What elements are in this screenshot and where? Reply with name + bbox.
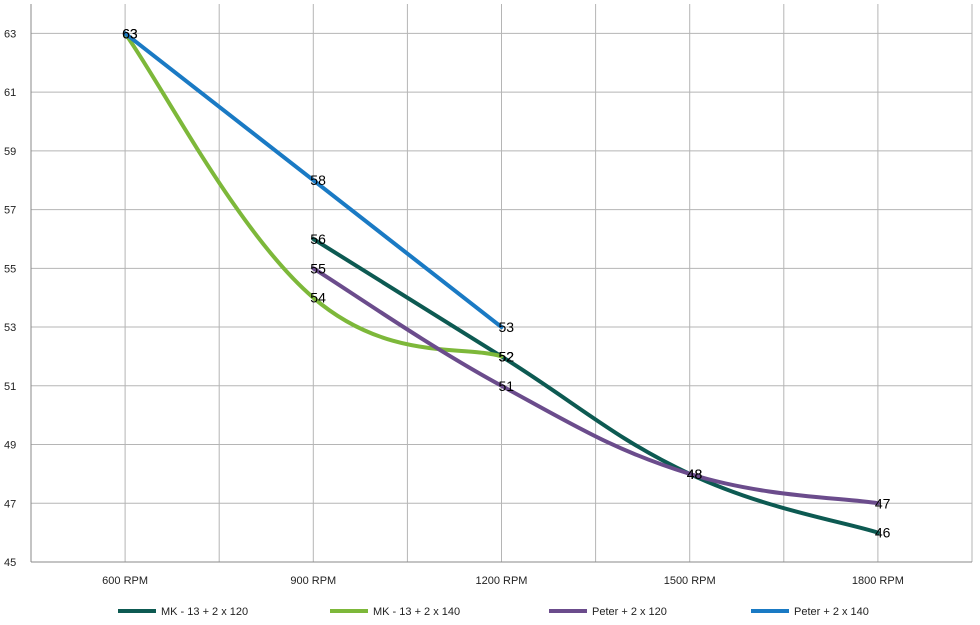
x-tick-label: 1500 RPM xyxy=(664,575,716,587)
y-tick-label: 63 xyxy=(4,28,16,40)
y-tick-label: 47 xyxy=(4,498,16,510)
data-label: 52 xyxy=(499,348,515,364)
data-label: 55 xyxy=(310,260,326,276)
data-label: 47 xyxy=(875,495,891,511)
legend-label: Peter + 2 x 140 xyxy=(794,606,869,618)
series-line-4 xyxy=(123,31,504,330)
series-line-3 xyxy=(311,266,880,506)
series-lines xyxy=(123,31,880,535)
x-tick-label: 900 RPM xyxy=(290,575,336,587)
y-tick-label: 51 xyxy=(4,381,16,393)
legend: MK - 13 + 2 x 120 MK - 13 + 2 x 140 Peter … xyxy=(118,606,869,618)
x-tick-label: 1200 RPM xyxy=(476,575,528,587)
data-label: 51 xyxy=(499,378,515,394)
x-axis-ticks: 600 RPM 900 RPM 1200 RPM 1500 RPM 1800 RPM xyxy=(102,575,904,587)
x-tick-label: 600 RPM xyxy=(102,575,148,587)
legend-label: Peter + 2 x 120 xyxy=(592,606,667,618)
data-label: 54 xyxy=(310,290,326,306)
series-line-1 xyxy=(311,236,880,535)
data-label: 63 xyxy=(122,25,138,41)
legend-label: MK - 13 + 2 x 120 xyxy=(161,606,248,618)
y-tick-label: 49 xyxy=(4,440,16,452)
y-axis-ticks: 45 47 49 51 53 55 57 59 61 63 xyxy=(4,28,16,569)
data-label: 48 xyxy=(687,466,703,482)
y-tick-label: 57 xyxy=(4,205,16,217)
data-label: 48 xyxy=(687,466,703,482)
data-label: 58 xyxy=(310,172,326,188)
data-label: 46 xyxy=(875,525,891,541)
data-label: 53 xyxy=(499,319,515,335)
y-tick-label: 61 xyxy=(4,87,16,99)
series-line-2 xyxy=(123,31,504,359)
y-tick-label: 45 xyxy=(4,557,16,569)
y-tick-label: 53 xyxy=(4,322,16,334)
data-label: 56 xyxy=(310,231,326,247)
data-label: 63 xyxy=(122,25,138,41)
legend-label: MK - 13 + 2 x 140 xyxy=(373,606,460,618)
x-tick-label: 1800 RPM xyxy=(852,575,904,587)
data-label: 52 xyxy=(499,348,515,364)
grid xyxy=(30,4,973,563)
y-tick-label: 59 xyxy=(4,146,16,158)
y-tick-label: 55 xyxy=(4,263,16,275)
